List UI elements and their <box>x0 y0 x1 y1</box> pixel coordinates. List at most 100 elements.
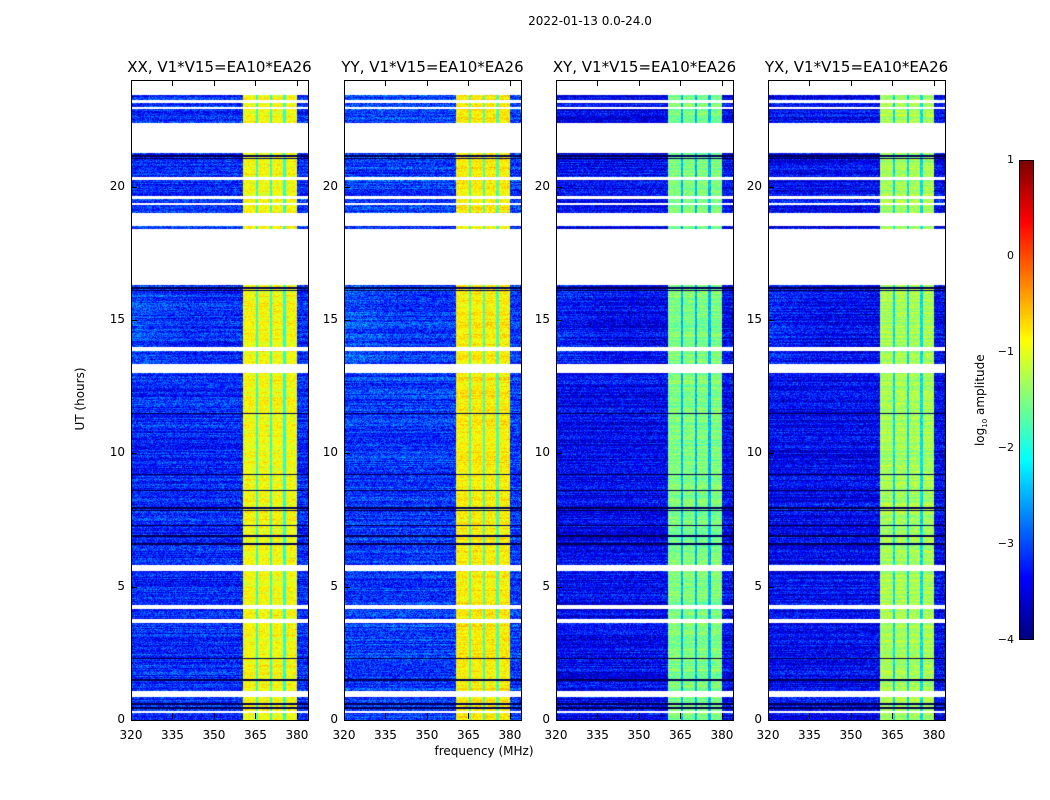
x-tick-label: 335 <box>161 728 184 742</box>
panel-title: YY, V1*V15=EA10*EA26 <box>341 58 524 76</box>
colorbar-label-log: log <box>972 427 987 447</box>
x-tick-label: 335 <box>798 728 821 742</box>
y-tick-label: 10 <box>322 445 338 460</box>
x-tick-label: 365 <box>244 728 267 742</box>
x-tick-mark <box>131 713 132 719</box>
y-tick-mark <box>344 186 350 188</box>
x-tick-mark <box>933 80 935 86</box>
y-tick-label: 0 <box>754 712 762 726</box>
x-axis-label: frequency (MHz) <box>434 744 534 758</box>
heatmap <box>556 80 733 720</box>
y-tick-label: 10 <box>109 445 125 460</box>
x-tick-mark <box>385 713 387 719</box>
x-tick-label: 350 <box>415 728 439 742</box>
y-tick-mark <box>556 720 562 721</box>
x-tick-mark <box>933 713 935 719</box>
x-tick-label: 380 <box>498 728 522 742</box>
y-tick-label: 15 <box>109 312 125 326</box>
y-tick-mark <box>131 453 137 455</box>
y-tick-mark <box>131 320 137 321</box>
y-tick-mark <box>556 320 562 321</box>
x-tick-mark <box>468 80 470 86</box>
y-tick-label: 5 <box>117 578 125 593</box>
x-tick-mark <box>721 80 723 86</box>
panel-title: XX, V1*V15=EA10*EA26 <box>127 58 312 76</box>
y-tick-mark <box>344 320 350 321</box>
x-tick-mark <box>768 80 769 86</box>
x-tick-mark <box>509 713 511 719</box>
x-tick-label: 335 <box>586 728 609 742</box>
y-tick-mark <box>556 586 562 588</box>
x-tick-mark <box>172 713 174 719</box>
colorbar-tick-label: −1 <box>997 345 1014 358</box>
x-tick-label: 320 <box>119 728 143 742</box>
x-tick-mark <box>385 80 387 86</box>
y-tick-mark <box>768 186 774 188</box>
x-tick-label: 320 <box>544 728 568 742</box>
x-tick-mark <box>638 80 640 86</box>
panel-0: XX, V1*V15=EA10*EA26 320 335 350 365 380 0 5 10 1… <box>110 58 312 742</box>
x-tick-label: 350 <box>627 728 651 742</box>
y-tick-label: 15 <box>746 312 762 326</box>
x-tick-mark <box>468 713 470 719</box>
y-tick-label: 0 <box>117 712 125 726</box>
heatmap <box>344 80 521 720</box>
colorbar-tick-label: −2 <box>997 441 1014 454</box>
x-tick-label: 380 <box>285 728 309 742</box>
y-tick-label: 15 <box>534 312 550 326</box>
x-tick-mark <box>556 713 557 719</box>
x-tick-mark <box>344 713 345 719</box>
y-axis-label: UT (hours) <box>73 367 87 431</box>
y-tick-label: 10 <box>746 445 762 460</box>
x-tick-mark <box>255 713 257 719</box>
y-tick-mark <box>344 720 350 721</box>
x-tick-mark <box>721 713 723 719</box>
x-tick-mark <box>850 713 852 719</box>
x-tick-mark <box>809 80 811 86</box>
x-tick-label: 320 <box>332 728 356 742</box>
x-tick-mark <box>296 80 298 86</box>
x-tick-mark <box>296 713 298 719</box>
y-tick-label: 5 <box>330 578 338 593</box>
y-tick-label: 20 <box>534 178 550 193</box>
panel-title: YX, V1*V15=EA10*EA26 <box>764 58 949 76</box>
y-tick-mark <box>556 186 562 188</box>
x-tick-mark <box>344 80 345 86</box>
colorbar-tick-label: 0 <box>1007 249 1014 262</box>
x-tick-label: 320 <box>756 728 780 742</box>
y-tick-mark <box>131 186 137 188</box>
x-tick-mark <box>850 80 852 86</box>
x-tick-mark <box>809 713 811 719</box>
x-tick-mark <box>638 713 640 719</box>
x-tick-mark <box>768 713 769 719</box>
colorbar-tick-label: −4 <box>997 633 1014 646</box>
y-tick-label: 0 <box>542 712 550 726</box>
y-tick-label: 20 <box>109 178 125 193</box>
x-tick-label: 365 <box>669 728 692 742</box>
y-tick-mark <box>768 586 774 588</box>
x-tick-mark <box>892 80 894 86</box>
colorbar-label-amp: amplitude <box>972 354 987 419</box>
x-tick-mark <box>213 713 215 719</box>
x-tick-mark <box>131 80 132 86</box>
x-tick-mark <box>892 713 894 719</box>
y-tick-mark <box>556 453 562 455</box>
colorbar-tick-label: −3 <box>997 537 1014 550</box>
y-tick-label: 10 <box>534 445 550 460</box>
x-tick-label: 380 <box>710 728 734 742</box>
heatmap <box>768 80 945 720</box>
colorbar <box>1019 160 1034 640</box>
panel-title: XY, V1*V15=EA10*EA26 <box>552 58 737 76</box>
y-tick-mark <box>768 720 774 721</box>
x-tick-label: 380 <box>922 728 946 742</box>
x-tick-mark <box>680 80 682 86</box>
x-tick-mark <box>213 80 215 86</box>
y-tick-label: 5 <box>754 578 762 593</box>
x-tick-mark <box>255 80 257 86</box>
heatmap <box>131 80 308 720</box>
x-tick-label: 365 <box>457 728 480 742</box>
y-tick-label: 20 <box>746 178 762 193</box>
y-tick-label: 15 <box>322 312 338 326</box>
colorbar-label-sub: 10 <box>981 418 990 428</box>
